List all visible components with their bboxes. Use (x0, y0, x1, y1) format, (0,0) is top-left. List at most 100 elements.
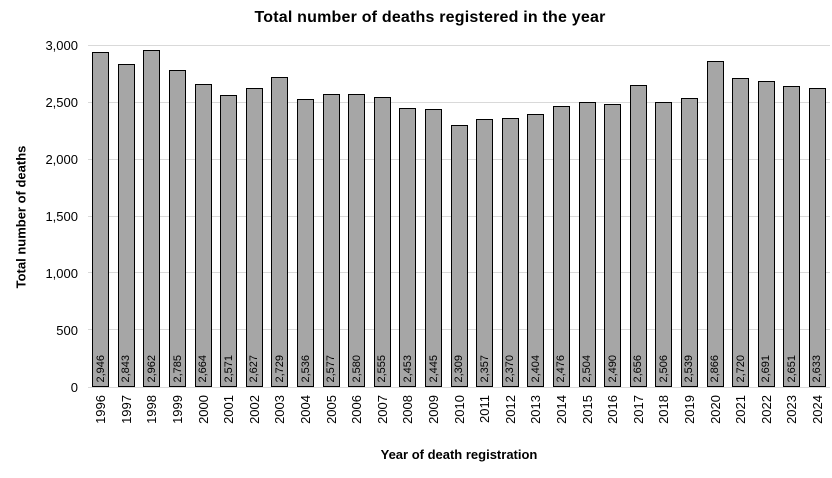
bar: 2,577 (322, 94, 340, 387)
x-tick-label: 2011 (477, 395, 493, 423)
y-tick-label: 1,500 (45, 209, 78, 224)
bar-value-label: 2,946 (94, 355, 107, 383)
bar-slot: 2,571 (216, 46, 242, 387)
gridline (88, 101, 830, 103)
bar: 2,633 (808, 87, 826, 387)
x-tick-slot: 2020 (702, 391, 728, 424)
bar-value-label: 2,656 (632, 355, 645, 383)
bar: 2,720 (732, 77, 750, 387)
x-tick-slot: 2013 (523, 391, 549, 424)
y-tick-label: 2,500 (45, 94, 78, 110)
bar-slot: 2,490 (600, 46, 626, 387)
bar-slot: 2,453 (395, 46, 421, 387)
x-tick-label: 2015 (579, 395, 595, 424)
x-tick-label: 2008 (400, 395, 416, 424)
bar-value-label: 2,453 (401, 355, 414, 383)
bar-slot: 2,633 (805, 46, 831, 387)
x-tick-slot: 2024 (805, 391, 831, 424)
bar-value-label: 2,555 (376, 355, 389, 383)
x-tick-slot: 1997 (114, 391, 140, 424)
bar: 2,843 (117, 63, 135, 387)
bar-value-label: 2,866 (709, 355, 722, 383)
bar: 2,370 (501, 117, 519, 387)
bar-value-label: 2,651 (785, 355, 798, 383)
bar-slot: 2,729 (267, 46, 293, 387)
x-tick-label: 2022 (758, 395, 774, 424)
x-tick-label: 2001 (221, 395, 237, 424)
x-tick-slot: 2002 (242, 391, 268, 424)
x-axis-tick-labels: 1996 1997 1998 1999 2000 2001 2002 2003 2004 2005… (88, 391, 830, 433)
bar-value-label: 2,571 (222, 355, 235, 383)
bar-slot: 2,506 (651, 46, 677, 387)
x-tick-slot: 2004 (293, 391, 319, 424)
bar-slot: 2,476 (549, 46, 575, 387)
bar-slot: 2,370 (498, 46, 524, 387)
bar-value-label: 2,490 (606, 355, 619, 383)
bar-value-label: 2,843 (120, 355, 133, 383)
bar-value-label: 2,664 (197, 355, 210, 383)
bar-slot: 2,309 (446, 46, 472, 387)
bar-value-label: 2,506 (657, 355, 670, 383)
bar-value-label: 2,962 (145, 355, 158, 383)
y-tick-label: 0 (70, 380, 78, 395)
x-tick-slot: 2000 (190, 391, 216, 424)
bar-slot: 2,962 (139, 46, 165, 387)
bar-value-label: 2,539 (683, 355, 696, 383)
x-tick-label: 2003 (272, 395, 288, 424)
x-tick-slot: 2008 (395, 391, 421, 424)
x-tick-label: 2006 (349, 395, 365, 424)
bar: 2,357 (476, 119, 494, 387)
y-tick-label: 1,000 (45, 265, 78, 281)
bar-slot: 2,536 (293, 46, 319, 387)
bar-value-label: 2,370 (504, 355, 517, 383)
x-tick-slot: 1996 (88, 391, 114, 424)
bar: 2,627 (245, 88, 263, 387)
bar-slot: 2,664 (190, 46, 216, 387)
y-tick-label: 2,000 (45, 151, 78, 167)
bar-slot: 2,539 (677, 46, 703, 387)
x-tick-slot: 2023 (779, 391, 805, 424)
bar-value-label: 2,729 (273, 355, 286, 383)
x-tick-label: 2010 (451, 395, 467, 424)
bar: 2,490 (604, 103, 622, 387)
x-tick-slot: 1999 (165, 391, 191, 424)
bar-value-label: 2,476 (555, 355, 568, 383)
bar: 2,866 (706, 61, 724, 387)
x-tick-label: 2021 (733, 395, 749, 424)
bar-value-label: 2,577 (325, 355, 338, 383)
bar-value-label: 2,691 (760, 355, 773, 383)
bar-value-label: 2,504 (581, 355, 594, 383)
bar-slot: 2,866 (702, 46, 728, 387)
x-tick-slot: 2012 (498, 391, 524, 424)
bar-slot: 2,691 (753, 46, 779, 387)
bar: 2,664 (194, 84, 212, 387)
x-tick-slot: 2022 (753, 391, 779, 424)
gridline (88, 45, 830, 46)
bar-value-label: 2,445 (427, 355, 440, 383)
bar: 2,506 (655, 102, 673, 387)
x-tick-label: 1996 (93, 395, 109, 424)
bar: 2,946 (92, 52, 110, 387)
bar: 2,580 (348, 93, 366, 387)
x-tick-label: 2017 (630, 395, 646, 424)
bar-value-label: 2,357 (478, 355, 491, 383)
plot-area: 2,946 2,843 2,962 2,785 2,664 2,571 2,627 2,729… (88, 45, 831, 388)
bar: 2,309 (450, 124, 468, 387)
bar-value-label: 2,785 (171, 355, 184, 383)
x-tick-slot: 2014 (549, 391, 575, 424)
x-tick-slot: 2005 (318, 391, 344, 424)
x-tick-label: 2005 (323, 395, 339, 424)
bar-value-label: 2,633 (811, 355, 824, 383)
bar-slot: 2,656 (625, 46, 651, 387)
x-axis-title: Year of death registration (380, 447, 538, 462)
bar-slot: 2,720 (728, 46, 754, 387)
x-tick-label: 1997 (118, 395, 134, 424)
x-tick-label: 2019 (681, 395, 697, 424)
bar: 2,476 (552, 105, 570, 387)
bar: 2,651 (783, 85, 801, 387)
bar-slot: 2,651 (779, 46, 805, 387)
x-tick-label: 2013 (528, 395, 544, 424)
bar-slot: 2,577 (318, 46, 344, 387)
bar-slot: 2,946 (88, 46, 114, 387)
x-tick-slot: 2011 (472, 391, 498, 423)
